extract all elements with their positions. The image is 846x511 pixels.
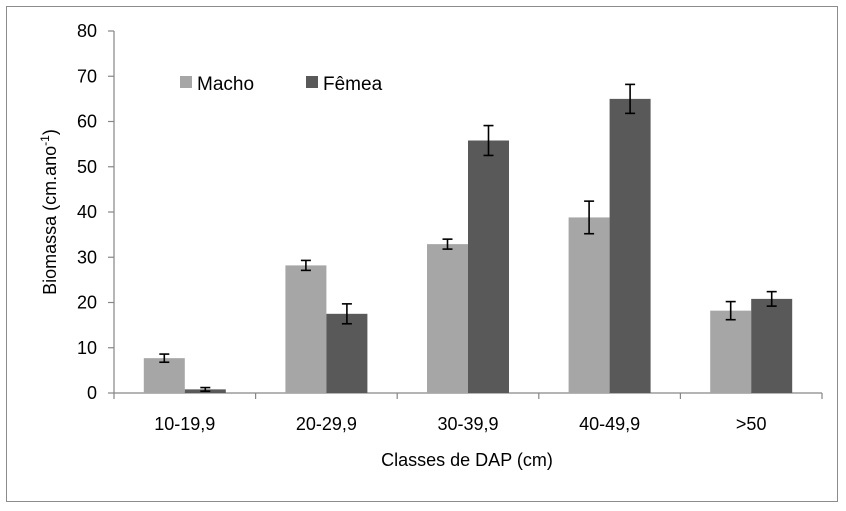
x-tick-label: 40-49,9 xyxy=(579,414,640,434)
bar-macho xyxy=(710,310,752,393)
y-tick-label: 30 xyxy=(77,247,97,267)
x-tick-label: >50 xyxy=(736,414,767,434)
bar-macho xyxy=(143,358,185,393)
y-tick-label: 50 xyxy=(77,157,97,177)
y-axis-title-superscript: -1 xyxy=(38,135,52,146)
x-tick-label: 30-39,9 xyxy=(437,414,498,434)
x-axis-title: Classes de DAP (cm) xyxy=(381,450,553,470)
legend-swatch-macho xyxy=(180,76,192,88)
y-tick-label: 0 xyxy=(87,383,97,403)
bar-macho xyxy=(285,265,327,393)
bars xyxy=(143,98,793,393)
legend-label-macho: Macho xyxy=(197,74,254,95)
y-tick-label: 40 xyxy=(77,202,97,222)
legend: Macho Fêmea xyxy=(180,74,383,95)
bar-macho xyxy=(427,244,468,393)
tick-labels: 0 10 20 30 40 50 60 70 80 10-19,9 20-29,9 30-39,9 40… xyxy=(77,21,767,434)
y-tick-label: 70 xyxy=(77,66,97,86)
error-bars xyxy=(159,83,777,392)
x-tick-label: 10-19,9 xyxy=(154,414,215,434)
bar-femea xyxy=(326,313,368,393)
bar-femea xyxy=(468,140,509,393)
y-axis-title-main: Biomassa (cm.ano xyxy=(40,146,60,295)
x-tick-label: 20-29,9 xyxy=(296,414,357,434)
y-axis-title-end: ) xyxy=(40,129,60,135)
y-tick-label: 80 xyxy=(77,21,97,41)
legend-label-femea: Fêmea xyxy=(323,74,383,95)
bar-femea xyxy=(751,298,793,393)
y-axis-title: Biomassa (cm.ano-1) xyxy=(38,129,60,295)
y-tick-label: 60 xyxy=(77,112,97,132)
bar-macho xyxy=(568,217,610,393)
chart-frame xyxy=(6,6,838,502)
legend-swatch-femea xyxy=(306,76,318,88)
y-tick-label: 10 xyxy=(77,338,97,358)
y-tick-label: 20 xyxy=(77,293,97,313)
bar-femea xyxy=(609,98,651,393)
